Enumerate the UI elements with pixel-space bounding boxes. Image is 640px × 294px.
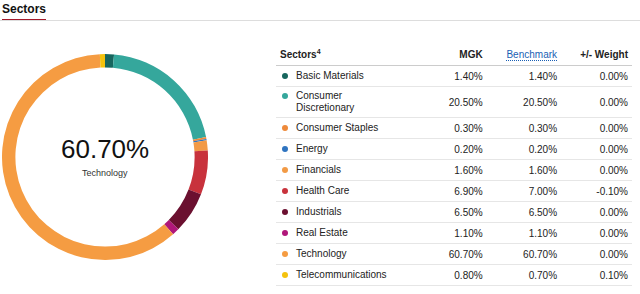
html-text:1.40%: 1.40% xyxy=(528,70,557,82)
html-text:0.00%: 0.00% xyxy=(599,143,628,155)
html-text:20.50%: 20.50% xyxy=(523,96,557,108)
html-text:Financials: Financials xyxy=(296,164,341,176)
html-text:Real Estate: Real Estate xyxy=(296,227,348,239)
html-text:0.00%: 0.00% xyxy=(599,70,628,82)
html-text:0.20%: 0.20% xyxy=(454,143,483,155)
html-text:1.10%: 1.10% xyxy=(454,227,483,239)
html-text:Energy: Energy xyxy=(296,143,328,155)
svg-text:60.70%: 60.70% xyxy=(61,134,149,164)
html-text:0.00%: 0.00% xyxy=(599,122,628,134)
html-text:Basic Materials: Basic Materials xyxy=(296,70,364,82)
html-text:0.00%: 0.00% xyxy=(599,227,628,239)
html-text:0.80%: 0.80% xyxy=(454,269,483,281)
svg-text:Technology: Technology xyxy=(82,168,128,178)
html-text:1.40%: 1.40% xyxy=(454,70,483,82)
html-text:1.60%: 1.60% xyxy=(528,164,557,176)
html-text:0.10%: 0.10% xyxy=(599,269,628,281)
html-text:Consumer Discretionary: Consumer Discretionary xyxy=(296,90,355,114)
html-text:Sectors4: Sectors4 xyxy=(280,48,321,61)
html-text:1.60%: 1.60% xyxy=(454,164,483,176)
html-text:0.20%: 0.20% xyxy=(528,143,557,155)
html-text:20.50%: 20.50% xyxy=(448,96,483,108)
html-text:0.00%: 0.00% xyxy=(599,206,628,218)
html-text:6.50%: 6.50% xyxy=(528,206,557,218)
html-text:0.00%: 0.00% xyxy=(599,248,628,260)
html-text:0.30%: 0.30% xyxy=(528,122,557,134)
html-text:6.90%: 6.90% xyxy=(454,185,483,197)
html-text:MGK: MGK xyxy=(459,48,483,60)
html-text:Health Care: Health Care xyxy=(296,185,350,197)
html-text:Industrials: Industrials xyxy=(296,206,342,218)
html-text:0.70%: 0.70% xyxy=(528,269,557,281)
html-text:60.70%: 60.70% xyxy=(523,248,557,260)
html-text:Consumer Staples: Consumer Staples xyxy=(296,122,379,134)
html-text:+/- Weight: +/- Weight xyxy=(580,48,628,60)
html-text:Telecommunications: Telecommunications xyxy=(296,269,387,281)
html-text:Technology: Technology xyxy=(296,248,347,260)
html-text:0.30%: 0.30% xyxy=(454,122,483,134)
html-text:1.10%: 1.10% xyxy=(528,227,557,239)
html-text:Sectors: Sectors xyxy=(2,2,46,16)
html-text:-0.10%: -0.10% xyxy=(596,185,628,197)
html-text:0.00%: 0.00% xyxy=(599,96,628,108)
html-text:60.70%: 60.70% xyxy=(448,248,483,260)
html-text:6.50%: 6.50% xyxy=(454,206,483,218)
html-text:0.00%: 0.00% xyxy=(599,164,628,176)
html-text:7.00%: 7.00% xyxy=(528,185,557,197)
html-text:Benchmark: Benchmark xyxy=(506,48,557,60)
